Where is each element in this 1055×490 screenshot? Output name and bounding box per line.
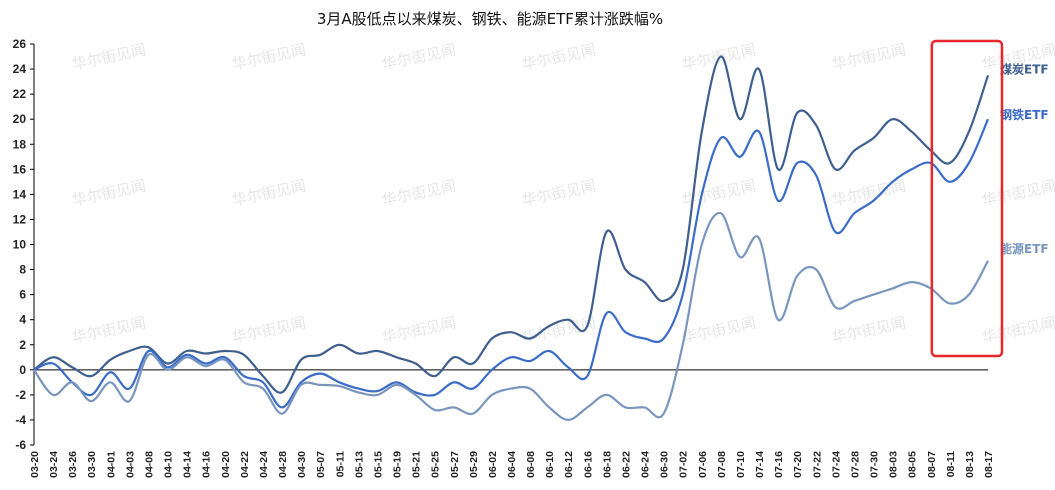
series-label-2: 钢铁ETF <box>1000 107 1049 122</box>
x-tick-label: 08-11 <box>945 451 957 477</box>
x-tick-label: 06-04 <box>506 451 518 478</box>
watermark-text: 华尔街见闻 <box>380 41 457 74</box>
x-tick-label: 04-22 <box>239 451 251 478</box>
y-tick-label: -4 <box>15 413 26 427</box>
x-tick-label: 06-30 <box>659 451 671 478</box>
watermark-text: 华尔街见闻 <box>230 177 307 210</box>
y-tick-label: 24 <box>13 62 27 76</box>
x-tick-label: 05-13 <box>353 451 365 478</box>
x-tick-label: 08-03 <box>888 451 900 478</box>
y-tick-label: 10 <box>13 238 27 252</box>
x-tick-label: 06-24 <box>640 451 652 478</box>
watermark-layer: 华尔街见闻 华尔街见闻 华尔街见闻 华尔街见闻 华尔街见闻 华尔街见闻 华尔街见闻华尔街见闻… <box>70 41 1055 347</box>
x-tick-label: 06-18 <box>601 451 613 478</box>
y-tick-label: 4 <box>19 313 26 327</box>
x-tick-label: 06-08 <box>525 451 537 478</box>
x-tick-label: 04-24 <box>258 451 270 478</box>
series-labels: 煤炭ETF 钢铁ETF 能源ETF <box>1000 61 1049 255</box>
x-tick-label: 05-29 <box>468 451 480 478</box>
x-tick-label: 04-28 <box>277 451 289 478</box>
watermark-text: 华尔街见闻 <box>230 41 307 74</box>
x-tick-label: 03-26 <box>67 451 79 478</box>
x-tick-label: 06-10 <box>544 451 556 478</box>
x-tick-label: 05-11 <box>334 451 346 477</box>
series-label-1: 煤炭ETF <box>1000 61 1049 76</box>
y-tick-label: 12 <box>13 212 27 226</box>
x-tick-label: 04-03 <box>124 451 136 478</box>
y-tick-label: 20 <box>13 112 27 126</box>
series-line-1 <box>33 55 990 394</box>
watermark-text: 华尔街见闻 <box>680 314 757 347</box>
series-layer <box>33 55 990 421</box>
y-tick-label: 16 <box>13 162 27 176</box>
x-tick-label: 05-07 <box>315 451 327 478</box>
y-tick-label: -6 <box>15 438 26 452</box>
x-tick-label: 07-02 <box>678 451 690 478</box>
watermark-text: 华尔街见闻 <box>980 177 1055 210</box>
x-tick-label: 04-10 <box>163 451 175 478</box>
x-tick-label: 04-14 <box>182 451 194 478</box>
x-tick-label: 06-16 <box>582 451 594 478</box>
chart-title: 3月A股低点以来煤炭、钢铁、能源ETF累计涨跌幅% <box>317 10 663 28</box>
watermark-text: 华尔街见闻 <box>830 314 907 347</box>
watermark-text: 华尔街见闻 <box>380 177 457 210</box>
x-tick-label: 06-22 <box>620 451 632 478</box>
x-tick-label: 04-01 <box>105 451 117 478</box>
y-tick-label: -2 <box>15 388 26 402</box>
x-tick-label: 06-02 <box>487 451 499 478</box>
x-axis: 03-20 03-24 03-26 03-30 04-01 04-03 04-08 04-10… <box>29 369 995 478</box>
x-tick-label: 08-17 <box>983 451 995 478</box>
x-tick-label: 04-08 <box>143 451 155 478</box>
x-tick-label: 07-08 <box>716 451 728 478</box>
y-tick-label: 8 <box>19 263 26 277</box>
x-tick-label: 04-20 <box>220 451 232 478</box>
watermark-text: 华尔街见闻 <box>520 41 597 74</box>
watermark-text: 华尔街见闻 <box>980 314 1055 347</box>
x-tick-label: 05-21 <box>411 451 423 478</box>
x-tick-label: 07-06 <box>697 451 709 478</box>
x-tick-label: 03-30 <box>86 451 98 478</box>
x-tick-label: 05-27 <box>449 451 461 478</box>
x-tick-label: 06-12 <box>563 451 575 478</box>
x-tick-label: 07-20 <box>792 451 804 478</box>
watermark-text: 华尔街见闻 <box>520 177 597 210</box>
y-tick-label: 26 <box>13 37 27 51</box>
x-tick-label: 03-20 <box>29 451 41 478</box>
series-line-2 <box>33 118 990 409</box>
y-tick-label: 2 <box>19 338 26 352</box>
x-tick-label: 04-30 <box>296 451 308 478</box>
x-tick-label: 03-24 <box>48 451 60 478</box>
x-tick-label: 05-25 <box>430 451 442 478</box>
y-tick-label: 22 <box>13 87 27 101</box>
x-tick-label: 07-16 <box>773 451 785 478</box>
x-tick-label: 05-15 <box>372 451 384 478</box>
watermark-text: 华尔街见闻 <box>230 314 307 347</box>
x-tick-label: 08-13 <box>964 451 976 478</box>
y-tick-label: 18 <box>13 137 27 151</box>
series-line-3 <box>33 211 989 421</box>
watermark-text: 华尔街见闻 <box>380 314 457 347</box>
x-tick-label: 07-28 <box>849 451 861 478</box>
x-tick-label: 04-16 <box>201 451 213 478</box>
watermark-text: 华尔街见闻 <box>70 41 147 74</box>
x-tick-label: 07-22 <box>811 451 823 478</box>
y-tick-label: 6 <box>19 288 26 302</box>
x-tick-label: 07-24 <box>830 451 842 478</box>
watermark-text: 华尔街见闻 <box>830 41 907 74</box>
x-tick-label: 08-05 <box>907 451 919 478</box>
x-tick-label: 07-10 <box>735 451 747 478</box>
watermark-text: 华尔街见闻 <box>70 314 147 347</box>
y-tick-label: 0 <box>19 363 26 377</box>
y-tick-label: 14 <box>13 187 27 201</box>
x-tick-label: 08-07 <box>926 451 938 478</box>
highlight-box <box>930 39 1004 358</box>
series-label-3: 能源ETF <box>1000 241 1049 256</box>
x-tick-label: 07-14 <box>754 451 766 478</box>
x-tick-label: 07-30 <box>869 451 881 478</box>
x-tick-label: 05-19 <box>392 451 404 478</box>
watermark-text: 华尔街见闻 <box>70 177 147 210</box>
